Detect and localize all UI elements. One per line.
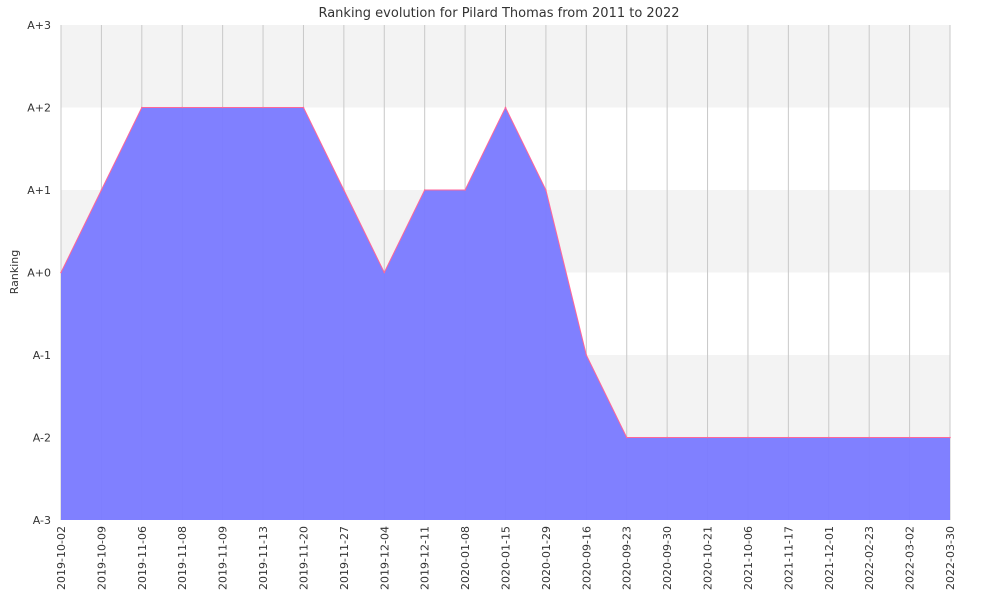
x-tick-label: 2019-12-11	[419, 526, 432, 590]
area-layer	[60, 106, 951, 520]
x-tick-label: 2020-09-30	[661, 526, 674, 590]
x-tick-label: 2019-11-13	[257, 526, 270, 590]
x-tick-label: 2020-01-29	[540, 526, 553, 590]
y-tick-label: A+1	[27, 184, 51, 197]
chart-title: Ranking evolution for Pilard Thomas from…	[318, 6, 679, 21]
x-tick-label: 2019-11-27	[338, 526, 351, 590]
x-tick-label: 2021-12-01	[823, 526, 836, 590]
data-point	[504, 106, 507, 109]
series-area	[61, 107, 950, 520]
data-point	[706, 436, 709, 439]
data-point	[625, 436, 628, 439]
x-tick-label: 2020-10-21	[702, 526, 715, 590]
y-tick-labels: A-3 A-2 A-1 A+0 A+1 A+2 A+3	[27, 19, 51, 527]
y-tick-label: A-3	[33, 514, 51, 527]
y-tick-label: A-1	[33, 349, 51, 362]
data-point	[141, 106, 143, 109]
x-tick-label: 2022-03-30	[944, 526, 957, 590]
data-point	[949, 436, 951, 439]
data-point	[302, 106, 305, 109]
data-point	[60, 271, 62, 274]
data-point	[585, 354, 588, 356]
data-point	[827, 436, 830, 439]
data-point	[100, 189, 103, 191]
y-axis-label: Ranking	[8, 250, 21, 295]
x-tick-label: 2019-11-20	[297, 526, 310, 590]
data-point	[464, 189, 466, 191]
x-tick-label: 2021-11-17	[782, 526, 795, 590]
x-tick-label: 2020-01-15	[500, 526, 513, 590]
x-tick-label: 2019-11-08	[176, 526, 189, 590]
y-tick-label: A+3	[27, 19, 51, 32]
x-tick-label: 2022-03-02	[904, 526, 917, 590]
y-tick-label: A+2	[27, 102, 51, 115]
y-tick-label: A+0	[27, 267, 51, 280]
x-tick-label: 2019-10-02	[55, 526, 68, 590]
x-tick-label: 2019-10-09	[95, 526, 108, 590]
x-tick-label: 2022-02-23	[863, 526, 876, 590]
data-point	[221, 106, 224, 109]
y-tick-label: A-2	[33, 432, 51, 445]
x-tick-label: 2019-11-06	[136, 526, 149, 590]
x-tick-labels: 2019-10-02 2019-10-09 2019-11-06 2019-11-08…	[55, 526, 957, 590]
data-point	[262, 106, 264, 109]
data-point	[666, 436, 668, 439]
data-point	[908, 436, 911, 439]
x-tick-label: 2019-12-04	[378, 526, 391, 590]
data-point	[423, 189, 426, 191]
data-point	[787, 436, 790, 439]
data-point	[343, 189, 345, 191]
data-point	[747, 436, 749, 439]
data-point	[181, 106, 184, 109]
x-tick-label: 2020-09-23	[621, 526, 634, 590]
x-tick-label: 2021-10-06	[742, 526, 755, 590]
data-point	[545, 189, 547, 191]
data-point	[383, 271, 386, 274]
data-point	[868, 436, 870, 439]
x-tick-label: 2020-01-08	[459, 526, 472, 590]
x-tick-label: 2020-09-16	[580, 526, 593, 590]
x-tick-label: 2019-11-09	[217, 526, 230, 590]
